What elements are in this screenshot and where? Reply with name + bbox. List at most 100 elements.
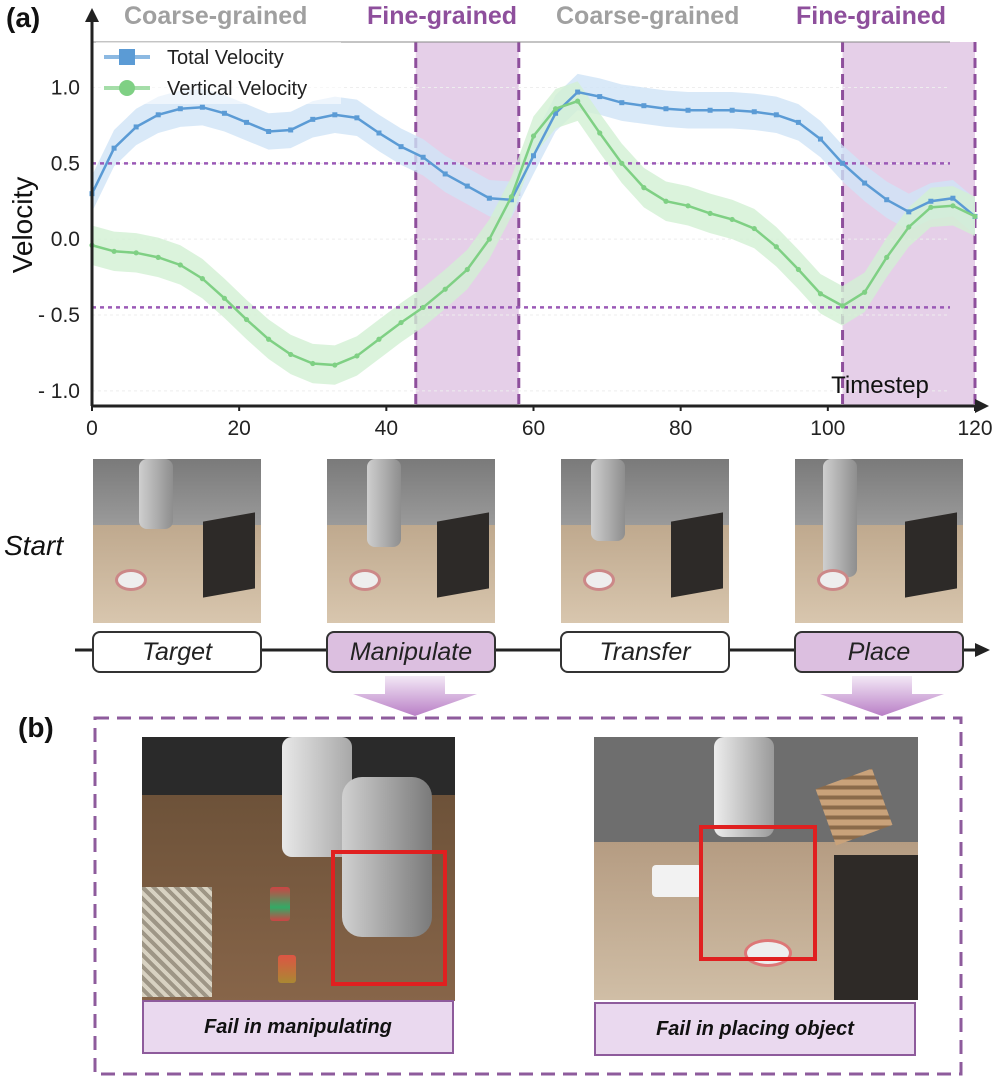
stage-box-manipulate: Manipulate (326, 631, 496, 673)
down-arrow-manipulate (353, 676, 477, 716)
total-velocity-point-31 (773, 112, 779, 118)
y-tick-label-2: 0.0 (51, 228, 80, 251)
total-velocity-point-10 (310, 116, 316, 122)
vertical-velocity-point-17 (464, 266, 470, 273)
total-velocity-point-19 (508, 197, 514, 203)
velocity-chart: 0 20 40 60 80 100 120 1.0 0.5 0.0 - 0.5 - 1.0 Total… (7, 8, 993, 440)
total-velocity-point-36 (884, 197, 890, 203)
y-axis-arrowhead (85, 8, 99, 22)
vertical-velocity-point-10 (310, 360, 316, 367)
vertical-velocity-point-21 (552, 106, 559, 112)
vertical-velocity-point-22 (575, 98, 581, 104)
total-velocity-point-34 (840, 160, 846, 166)
y-axis-label: Velocity (7, 177, 38, 274)
vertical-velocity-point-2 (133, 250, 139, 256)
total-velocity-point-18 (486, 195, 492, 201)
vertical-velocity-point-31 (773, 244, 779, 250)
total-velocity-point-13 (376, 130, 382, 136)
down-arrows (353, 676, 944, 716)
vertical-velocity-point-32 (795, 266, 802, 273)
total-velocity-point-32 (795, 119, 801, 125)
total-velocity-point-30 (751, 109, 757, 115)
x-tick-label-6: 120 (957, 417, 992, 440)
vertical-velocity-point-19 (508, 194, 515, 200)
total-velocity-point-22 (575, 89, 581, 95)
failure-caption-manipulating: Fail in manipulating (142, 1000, 454, 1054)
vertical-velocity-point-29 (729, 216, 735, 223)
vertical-velocity-point-14 (398, 319, 404, 326)
failure-caption-placing: Fail in placing object (594, 1002, 916, 1056)
legend-marker-circle (119, 80, 135, 96)
x-tick-label-5: 100 (810, 417, 845, 440)
total-velocity-point-20 (531, 153, 536, 159)
failure-image-placing (594, 737, 918, 1000)
total-velocity-point-2 (133, 124, 139, 130)
x-tick-label-0: 0 (86, 417, 98, 440)
vertical-velocity-point-3 (155, 254, 161, 260)
total-velocity-point-33 (817, 136, 823, 142)
total-velocity-point-5 (199, 104, 205, 110)
vertical-velocity-point-13 (376, 336, 382, 342)
x-tick-label-4: 80 (669, 417, 692, 440)
total-velocity-point-7 (244, 119, 250, 125)
total-velocity-point-39 (950, 195, 956, 201)
vertical-velocity-point-5 (199, 276, 205, 282)
total-velocity-point-29 (729, 107, 735, 113)
panel-b-label: (b) (18, 712, 54, 743)
vertical-velocity-point-6 (221, 295, 228, 301)
vertical-velocity-point-1 (111, 248, 117, 254)
vertical-velocity-point-8 (266, 336, 272, 342)
vertical-velocity-point-34 (839, 303, 846, 309)
vertical-velocity-point-20 (530, 133, 537, 139)
total-velocity-point-24 (619, 100, 625, 106)
total-velocity-point-37 (906, 209, 912, 215)
stage-thumbnail-manipulate (327, 459, 495, 623)
vertical-velocity-point-36 (884, 254, 890, 260)
vertical-velocity-point-37 (906, 224, 912, 230)
stage-box-place: Place (794, 631, 964, 673)
stage-box-transfer: Transfer (560, 631, 730, 673)
y-tick-label-1: 0.5 (51, 152, 80, 175)
total-velocity-point-14 (398, 144, 404, 150)
vertical-velocity-point-12 (354, 353, 360, 359)
vertical-velocity-point-33 (817, 291, 824, 297)
total-velocity-point-3 (155, 112, 161, 118)
legend-background (96, 42, 341, 104)
total-velocity-point-4 (177, 106, 183, 112)
vertical-velocity-point-7 (243, 316, 250, 323)
vertical-velocity-point-28 (707, 210, 713, 216)
vertical-velocity-point-23 (597, 130, 603, 136)
total-velocity-point-8 (266, 128, 272, 134)
vertical-velocity-point-38 (928, 204, 934, 210)
vertical-velocity-point-16 (442, 286, 448, 292)
total-velocity-point-28 (707, 107, 713, 113)
x-tick-label-2: 40 (375, 417, 398, 440)
total-velocity-point-27 (685, 107, 691, 113)
legend-label-1: Total Velocity (167, 47, 284, 69)
phase-title-fine-1: Fine-grained (367, 2, 518, 30)
vertical-velocity-point-24 (619, 160, 625, 166)
total-velocity-point-26 (663, 106, 669, 112)
total-velocity-point-25 (641, 103, 647, 109)
stage-box-target: Target (92, 631, 262, 673)
vertical-velocity-point-26 (663, 198, 669, 204)
legend-label-2: Vertical Velocity (167, 78, 307, 100)
panel-a-label: (a) (6, 2, 41, 33)
y-tick-label-4: - 1.0 (38, 380, 80, 403)
failure-panel-border (93, 716, 963, 1076)
total-velocity-point-38 (928, 198, 934, 204)
y-tick-label-3: - 0.5 (38, 304, 80, 327)
total-velocity-point-21 (553, 110, 559, 116)
vertical-velocity-point-27 (685, 203, 691, 209)
x-axis-arrowhead (975, 399, 989, 413)
total-velocity-point-6 (221, 110, 227, 116)
down-arrow-place (820, 676, 944, 716)
total-velocity-point-35 (862, 180, 868, 186)
total-velocity-point-15 (420, 154, 426, 160)
total-velocity-point-16 (442, 171, 448, 177)
phase-title-fine-2: Fine-grained (796, 2, 947, 30)
phase-title-coarse-2: Coarse-grained (556, 2, 740, 30)
failure-image-manipulating (142, 737, 455, 1001)
start-label: Start (4, 530, 64, 561)
